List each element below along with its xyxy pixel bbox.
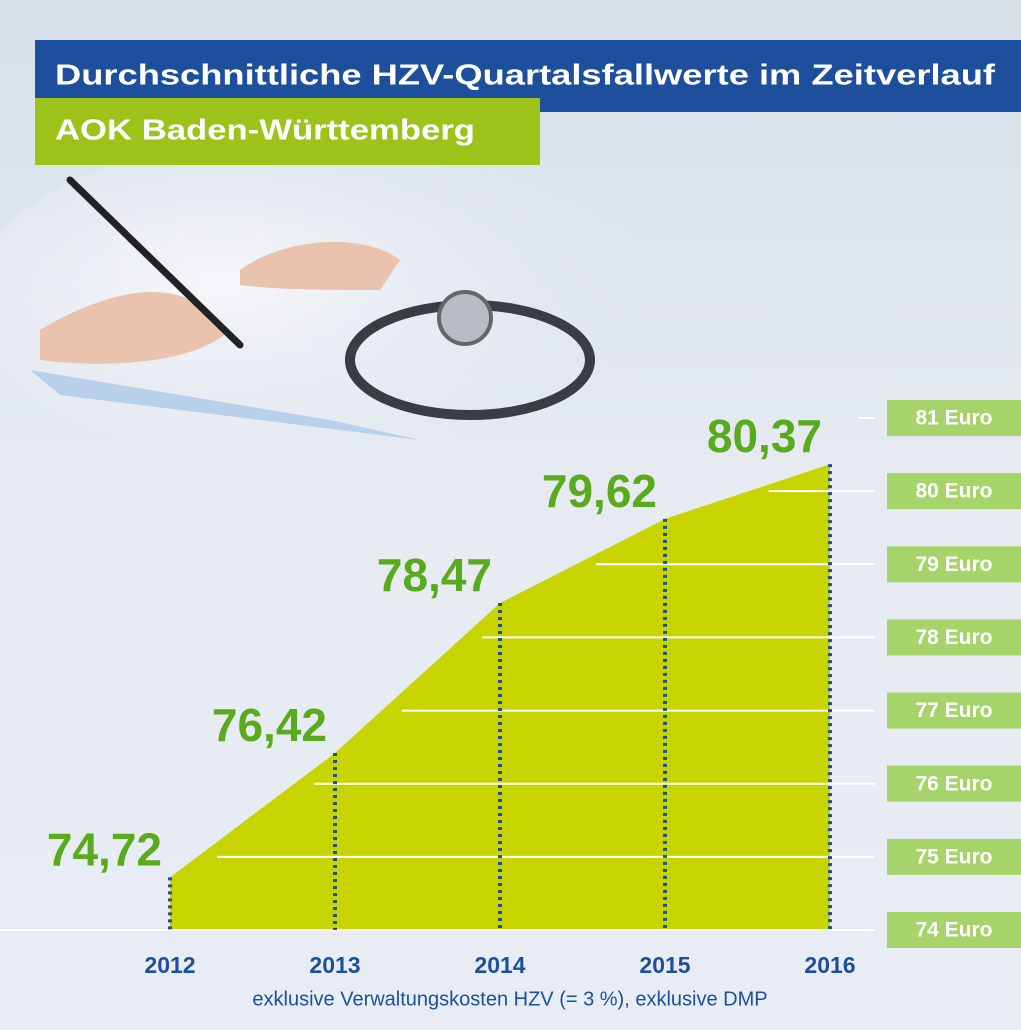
x-tick-label: 2015 — [639, 952, 690, 978]
y-tick-label: 76 Euro — [915, 772, 992, 795]
y-tick-label: 77 Euro — [915, 699, 992, 722]
x-tick-label: 2013 — [309, 952, 360, 978]
value-label: 74,72 — [47, 823, 162, 875]
x-tick-label: 2014 — [474, 952, 525, 978]
value-label: 76,42 — [212, 699, 327, 751]
y-tick-label: 81 Euro — [915, 407, 992, 430]
chart-title: Durchschnittliche HZV-Quartalsfallwerte … — [55, 60, 995, 92]
value-label: 79,62 — [542, 465, 657, 517]
y-tick-label: 75 Euro — [915, 845, 992, 868]
y-tick-label: 74 Euro — [915, 919, 992, 942]
value-label: 78,47 — [377, 549, 492, 601]
x-tick-label: 2016 — [804, 952, 855, 978]
x-tick-label: 2012 — [144, 952, 195, 978]
y-tick-label: 79 Euro — [915, 553, 992, 576]
value-label: 80,37 — [707, 410, 822, 462]
chart: Durchschnittliche HZV-Quartalsfallwerte … — [0, 0, 1021, 1030]
y-tick-label: 80 Euro — [915, 480, 992, 503]
photo-illustration — [0, 130, 690, 470]
chart-subtitle: AOK Baden-Württemberg — [55, 115, 475, 147]
y-tick-label: 78 Euro — [915, 626, 992, 649]
footnote: exklusive Verwaltungskosten HZV (= 3 %),… — [252, 988, 767, 1010]
